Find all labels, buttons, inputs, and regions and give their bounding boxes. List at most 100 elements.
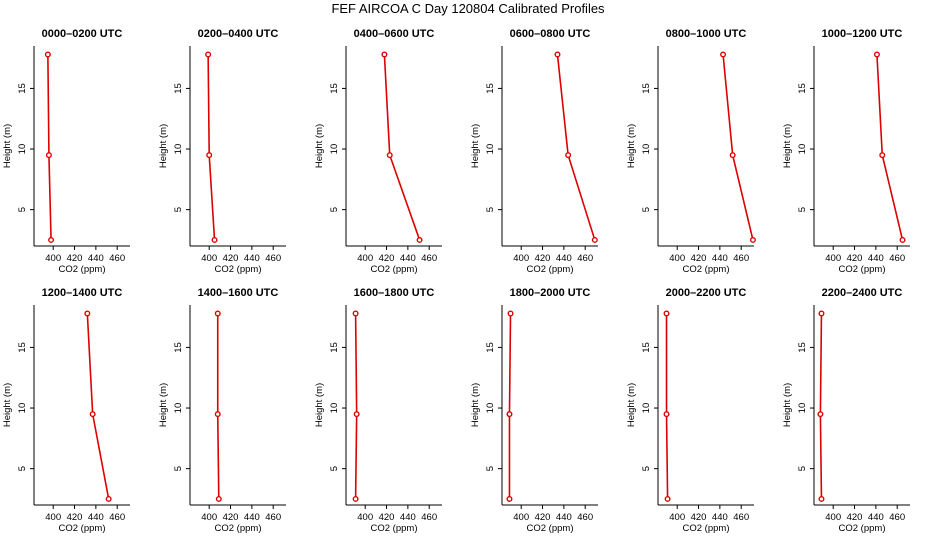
series-line [556, 54, 596, 241]
series-line [47, 54, 52, 240]
x-tick-label: 440 [868, 512, 884, 523]
y-tick-label: 10 [797, 403, 808, 414]
y-tick-label: 5 [173, 466, 184, 471]
y-axis-label: Height (m) [470, 124, 481, 168]
panel-title: 2000–2200 UTC [666, 287, 747, 299]
panel-title: 0200–0400 UTC [198, 28, 279, 40]
x-tick-label: 440 [556, 253, 572, 264]
x-axis-label: CO2 (ppm) [683, 264, 730, 275]
y-tick-label: 15 [797, 342, 808, 353]
data-point [506, 495, 513, 502]
x-tick-label: 420 [847, 253, 863, 264]
x-tick-label: 460 [421, 512, 437, 523]
x-tick-label: 400 [825, 253, 841, 264]
data-point [89, 411, 96, 418]
panel-9: 1800–2000 UTC 400 420 440 460 5 10 15 CO2 (ppm) H… [470, 287, 598, 534]
y-tick-label: 15 [17, 342, 28, 353]
y-tick-label: 5 [329, 466, 340, 471]
x-tick-label: 460 [421, 253, 437, 264]
x-tick-label: 440 [556, 512, 572, 523]
y-tick-label: 10 [641, 144, 652, 155]
x-tick-label: 420 [223, 253, 239, 264]
y-tick-label: 5 [797, 466, 808, 471]
panel-8: 1600–1800 UTC 400 420 440 460 5 10 15 CO2 (ppm) H… [314, 287, 442, 534]
data-point [48, 236, 55, 243]
x-tick-label: 400 [201, 512, 217, 523]
x-tick-label: 400 [357, 512, 373, 523]
y-tick-label: 15 [641, 342, 652, 353]
y-axis-label: Height (m) [314, 124, 325, 168]
data-point [205, 51, 212, 58]
y-tick-label: 5 [485, 466, 496, 471]
x-tick-label: 400 [669, 253, 685, 264]
y-tick-label: 15 [797, 83, 808, 94]
x-tick-label: 400 [45, 253, 61, 264]
panel-title: 0000–0200 UTC [42, 28, 123, 40]
panel-title: 0600–0800 UTC [510, 28, 591, 40]
panel-0: 0000–0200 UTC 400 420 440 460 5 10 15 CO2 (ppm) H… [2, 28, 130, 275]
x-tick-label: 460 [577, 512, 593, 523]
data-point [214, 310, 221, 317]
x-tick-label: 460 [109, 512, 125, 523]
panel-title: 0800–1000 UTC [666, 28, 747, 40]
x-tick-label: 440 [712, 253, 728, 264]
panel-3: 0600–0800 UTC 400 420 440 460 5 10 15 CO2 (ppm) H… [470, 28, 598, 275]
y-tick-label: 15 [485, 83, 496, 94]
x-tick-label: 420 [847, 512, 863, 523]
x-axis-label: CO2 (ppm) [683, 523, 730, 534]
x-tick-label: 460 [889, 253, 905, 264]
x-tick-label: 420 [691, 512, 707, 523]
x-axis-label: CO2 (ppm) [371, 264, 418, 275]
y-tick-label: 10 [641, 403, 652, 414]
x-axis-label: CO2 (ppm) [59, 264, 106, 275]
data-point [818, 495, 825, 502]
x-tick-label: 440 [88, 512, 104, 523]
x-axis-label: CO2 (ppm) [371, 523, 418, 534]
y-axis-label: Height (m) [782, 383, 793, 427]
data-point [720, 51, 727, 58]
data-point [591, 236, 598, 243]
x-axis-label: CO2 (ppm) [59, 523, 106, 534]
series-line [86, 313, 110, 500]
data-point [565, 152, 572, 159]
y-axis-label: Height (m) [2, 124, 13, 168]
panel-title: 0400–0600 UTC [354, 28, 435, 40]
data-point [352, 310, 359, 317]
x-tick-label: 420 [379, 253, 395, 264]
data-point [554, 51, 561, 58]
y-tick-label: 5 [17, 207, 28, 212]
x-tick-label: 400 [201, 253, 217, 264]
x-tick-label: 420 [535, 253, 551, 264]
y-tick-label: 10 [485, 403, 496, 414]
x-axis-label: CO2 (ppm) [527, 264, 574, 275]
data-point [506, 411, 513, 418]
x-tick-label: 400 [357, 253, 373, 264]
x-tick-label: 460 [265, 253, 281, 264]
y-tick-label: 15 [329, 83, 340, 94]
y-tick-label: 15 [329, 342, 340, 353]
data-point [729, 152, 736, 159]
x-tick-label: 460 [889, 512, 905, 523]
panel-6: 1200–1400 UTC 400 420 440 460 5 10 15 CO2 (ppm) H… [2, 287, 130, 534]
x-tick-label: 440 [400, 512, 416, 523]
x-axis-label: CO2 (ppm) [215, 523, 262, 534]
y-tick-label: 10 [17, 403, 28, 414]
x-tick-label: 440 [244, 512, 260, 523]
panel-1: 0200–0400 UTC 400 420 440 460 5 10 15 CO2 (ppm) H… [158, 28, 286, 275]
data-point [818, 310, 825, 317]
data-point [416, 236, 423, 243]
data-point [899, 236, 906, 243]
y-tick-label: 10 [797, 144, 808, 155]
y-tick-label: 5 [797, 207, 808, 212]
x-tick-label: 400 [825, 512, 841, 523]
data-point [206, 152, 213, 159]
y-tick-label: 10 [329, 403, 340, 414]
x-tick-label: 460 [733, 253, 749, 264]
series-line [876, 54, 904, 241]
x-tick-label: 460 [733, 512, 749, 523]
y-tick-label: 15 [641, 83, 652, 94]
data-point [44, 51, 51, 58]
data-point [386, 152, 393, 159]
panel-title: 2200–2400 UTC [822, 287, 903, 299]
data-point [105, 495, 112, 502]
